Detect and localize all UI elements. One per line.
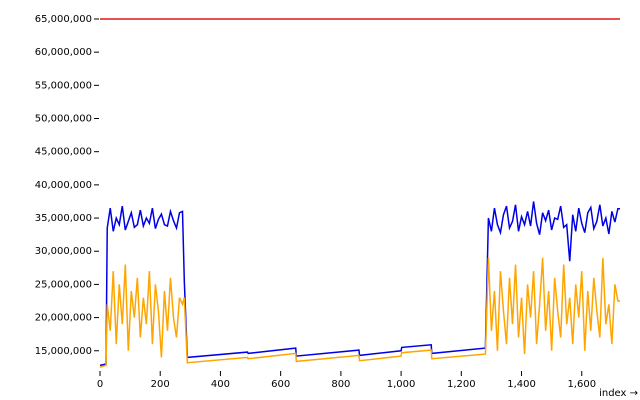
series-line — [99, 201, 620, 367]
series-line — [99, 257, 620, 369]
x-tick-label: 800 — [331, 379, 350, 390]
x-tick-label: 1,400 — [507, 379, 536, 390]
x-tick-label: 200 — [151, 379, 170, 390]
y-tick-label: 25,000,000 — [35, 279, 92, 290]
y-tick-label: 15,000,000 — [35, 346, 92, 357]
y-tick-label: 45,000,000 — [35, 147, 92, 158]
y-tick-label: 30,000,000 — [35, 246, 92, 257]
x-tick-label: 0 — [97, 379, 103, 390]
x-tick-label: 1,200 — [447, 379, 476, 390]
y-tick-label: 20,000,000 — [35, 313, 92, 324]
x-tick-label: 600 — [271, 379, 290, 390]
y-tick-label: 40,000,000 — [35, 180, 92, 191]
x-axis-label: index → — [599, 388, 638, 399]
x-tick-label: 400 — [211, 379, 230, 390]
y-tick-label: 50,000,000 — [35, 114, 92, 125]
y-tick-label: 55,000,000 — [35, 80, 92, 91]
x-tick-label: 1,000 — [387, 379, 416, 390]
y-tick-label: 65,000,000 — [35, 14, 92, 25]
y-tick-label: 35,000,000 — [35, 213, 92, 224]
y-tick-label: 60,000,000 — [35, 47, 92, 58]
x-tick-label: 1,600 — [567, 379, 596, 390]
